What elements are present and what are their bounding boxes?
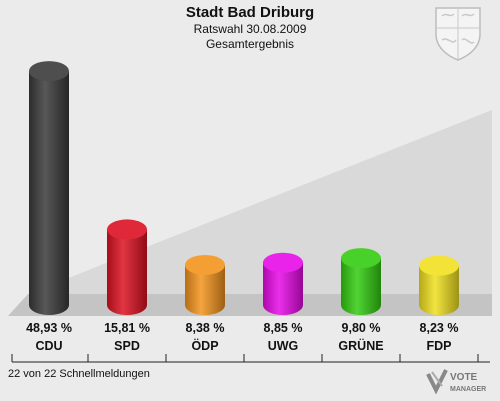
bar-body <box>263 262 303 315</box>
chart-title: Stadt Bad Driburg <box>185 4 315 21</box>
value-label: 15,81 % <box>104 321 150 335</box>
report-status: 22 von 22 Schnellmeldungen <box>8 368 150 380</box>
value-label: 8,23 % <box>420 321 459 335</box>
value-label: 8,38 % <box>186 321 225 335</box>
bar-body <box>341 258 381 315</box>
value-label: 9,80 % <box>342 321 381 335</box>
coat-of-arms-icon <box>428 4 488 64</box>
value-label: 48,93 % <box>26 321 72 335</box>
logo-line-2: MANAGER <box>450 386 486 393</box>
category-label: SPD <box>114 339 140 353</box>
category-label: ÖDP <box>191 338 218 353</box>
chart-subtitle: Ratswahl 30.08.2009 <box>193 22 307 36</box>
bar-fdp <box>419 255 459 315</box>
bar-body <box>185 264 225 315</box>
category-label: GRÜNE <box>338 338 383 353</box>
bar-top <box>419 255 459 276</box>
bar-spd <box>107 219 147 315</box>
bar-body <box>419 265 459 315</box>
category-label: CDU <box>35 339 62 353</box>
bar-grüne <box>341 248 381 315</box>
chart-header: Stadt Bad Driburg Ratswahl 30.08.2009 Ge… <box>0 4 500 52</box>
bar-cdu <box>29 61 69 316</box>
bar-body <box>29 71 69 316</box>
bar-uwg <box>263 252 303 315</box>
category-label: UWG <box>268 339 299 353</box>
bar-top <box>29 61 69 82</box>
chart-subtitle-2: Gesamtergebnis <box>205 37 295 51</box>
vote-manager-logo-icon: VOTE MANAGER <box>424 366 496 396</box>
bar-top <box>107 219 147 240</box>
bar-top <box>263 252 303 273</box>
bar-top <box>185 254 225 275</box>
category-label: FDP <box>427 339 452 353</box>
bar-ödp <box>185 254 225 315</box>
bar-body <box>107 229 147 315</box>
value-label: 8,85 % <box>264 321 303 335</box>
logo-line-1: VOTE <box>450 372 478 383</box>
bar-top <box>341 248 381 269</box>
